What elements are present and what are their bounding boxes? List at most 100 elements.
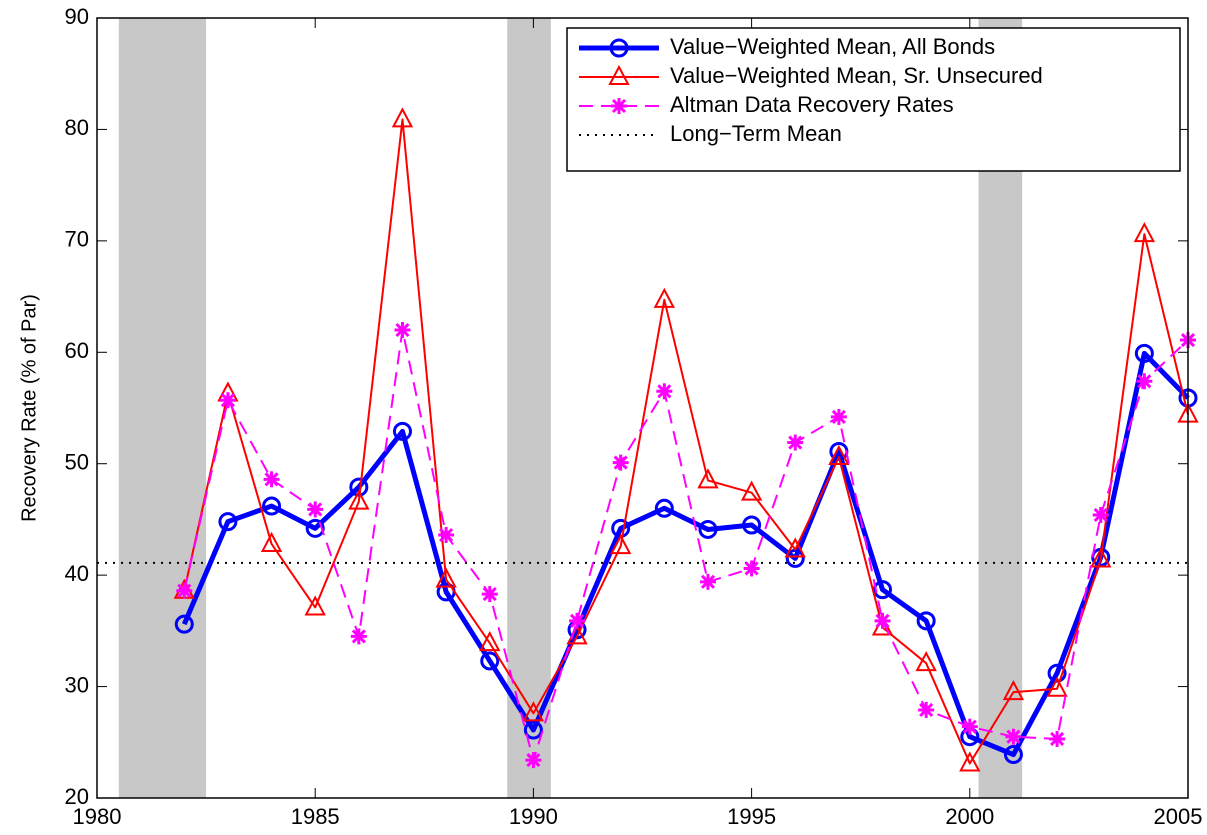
marker-stroke <box>395 322 410 338</box>
y-tick-label: 80 <box>65 115 89 140</box>
marker-stroke <box>569 613 585 628</box>
marker-stroke <box>962 719 977 734</box>
y-tick-label: 20 <box>65 784 89 809</box>
marker <box>916 611 936 631</box>
marker-stroke <box>264 472 279 487</box>
marker <box>1133 222 1156 243</box>
marker <box>1136 373 1153 390</box>
marker <box>262 496 282 516</box>
marker <box>915 651 937 672</box>
marker-stroke <box>611 98 627 114</box>
marker-stroke <box>744 561 759 576</box>
marker <box>654 498 674 518</box>
marker <box>608 64 630 85</box>
marker <box>481 586 498 603</box>
marker <box>612 454 629 471</box>
marker <box>611 98 627 114</box>
y-tick-label: 30 <box>65 672 89 697</box>
marker <box>961 718 978 735</box>
marker <box>653 287 675 308</box>
x-tick-label: 2005 <box>1154 804 1203 829</box>
marker <box>263 471 280 488</box>
marker <box>609 38 629 58</box>
marker-stroke <box>788 435 803 450</box>
marker-stroke <box>657 384 672 399</box>
legend-box <box>566 27 1181 172</box>
marker-stroke <box>919 702 934 718</box>
marker-stroke <box>351 629 366 644</box>
y-tick-label: 50 <box>65 450 89 475</box>
marker <box>742 515 762 535</box>
marker <box>699 573 716 590</box>
marker <box>787 434 804 451</box>
marker-stroke <box>613 455 628 470</box>
marker <box>176 582 193 599</box>
shaded-region <box>507 18 551 798</box>
marker-stroke <box>1137 374 1152 389</box>
marker <box>784 537 806 558</box>
y-tick-label: 90 <box>65 4 89 29</box>
marker <box>1003 745 1023 765</box>
marker <box>1047 663 1067 683</box>
marker <box>348 489 370 510</box>
marker <box>218 512 238 532</box>
marker-stroke <box>439 527 454 543</box>
y-tick-label: 40 <box>65 561 89 586</box>
marker <box>522 701 545 722</box>
marker <box>260 531 283 552</box>
marker <box>350 628 367 645</box>
marker <box>304 595 326 616</box>
series-line <box>183 329 1189 762</box>
legend-label: Value−Weighted Mean, All Bonds <box>670 34 995 59</box>
shaded-region <box>118 18 207 798</box>
series-line <box>183 118 1189 765</box>
marker-stroke <box>308 502 323 517</box>
marker-stroke <box>482 587 497 602</box>
marker-stroke <box>177 583 192 598</box>
marker <box>307 501 324 518</box>
series-line <box>181 350 1190 758</box>
y-tick-label: 60 <box>65 338 89 363</box>
legend-label: Value−Weighted Mean, Sr. Unsecured <box>670 63 1043 88</box>
x-tick-label: 2000 <box>945 804 994 829</box>
x-tick-label: 1990 <box>509 804 558 829</box>
marker <box>438 527 455 544</box>
marker <box>873 580 893 600</box>
legend: Value−Weighted Mean, All Bonds Value−Weig… <box>566 27 1181 172</box>
marker <box>479 630 501 652</box>
plot-frame <box>96 17 1189 799</box>
marker <box>656 383 673 400</box>
y-axis-label: Recovery Rate (% of Par) <box>18 294 40 522</box>
marker <box>523 720 543 740</box>
marker-stroke <box>220 393 235 408</box>
marker <box>1092 506 1109 523</box>
marker <box>1005 728 1022 745</box>
marker <box>525 752 542 769</box>
marker <box>435 567 457 588</box>
marker <box>828 444 850 466</box>
marker-stroke <box>831 409 846 424</box>
marker <box>391 107 414 128</box>
marker <box>305 518 325 538</box>
marker-stroke <box>526 753 541 768</box>
marker-stroke <box>1093 507 1108 523</box>
marker <box>174 614 194 634</box>
marker <box>697 468 719 489</box>
marker <box>610 534 632 555</box>
marker <box>1046 676 1068 697</box>
marker <box>219 392 236 409</box>
x-tick-label: 1995 <box>727 804 776 829</box>
marker <box>743 560 760 577</box>
marker <box>1090 547 1112 568</box>
x-tick-label: 1980 <box>73 804 122 829</box>
x-tick-label: 1985 <box>291 804 340 829</box>
marker <box>740 480 763 501</box>
marker <box>480 651 500 671</box>
marker <box>392 421 412 441</box>
marker <box>830 408 847 425</box>
marker <box>1002 680 1025 701</box>
legend-label: Long−Term Mean <box>670 121 842 146</box>
marker-stroke <box>875 613 890 628</box>
